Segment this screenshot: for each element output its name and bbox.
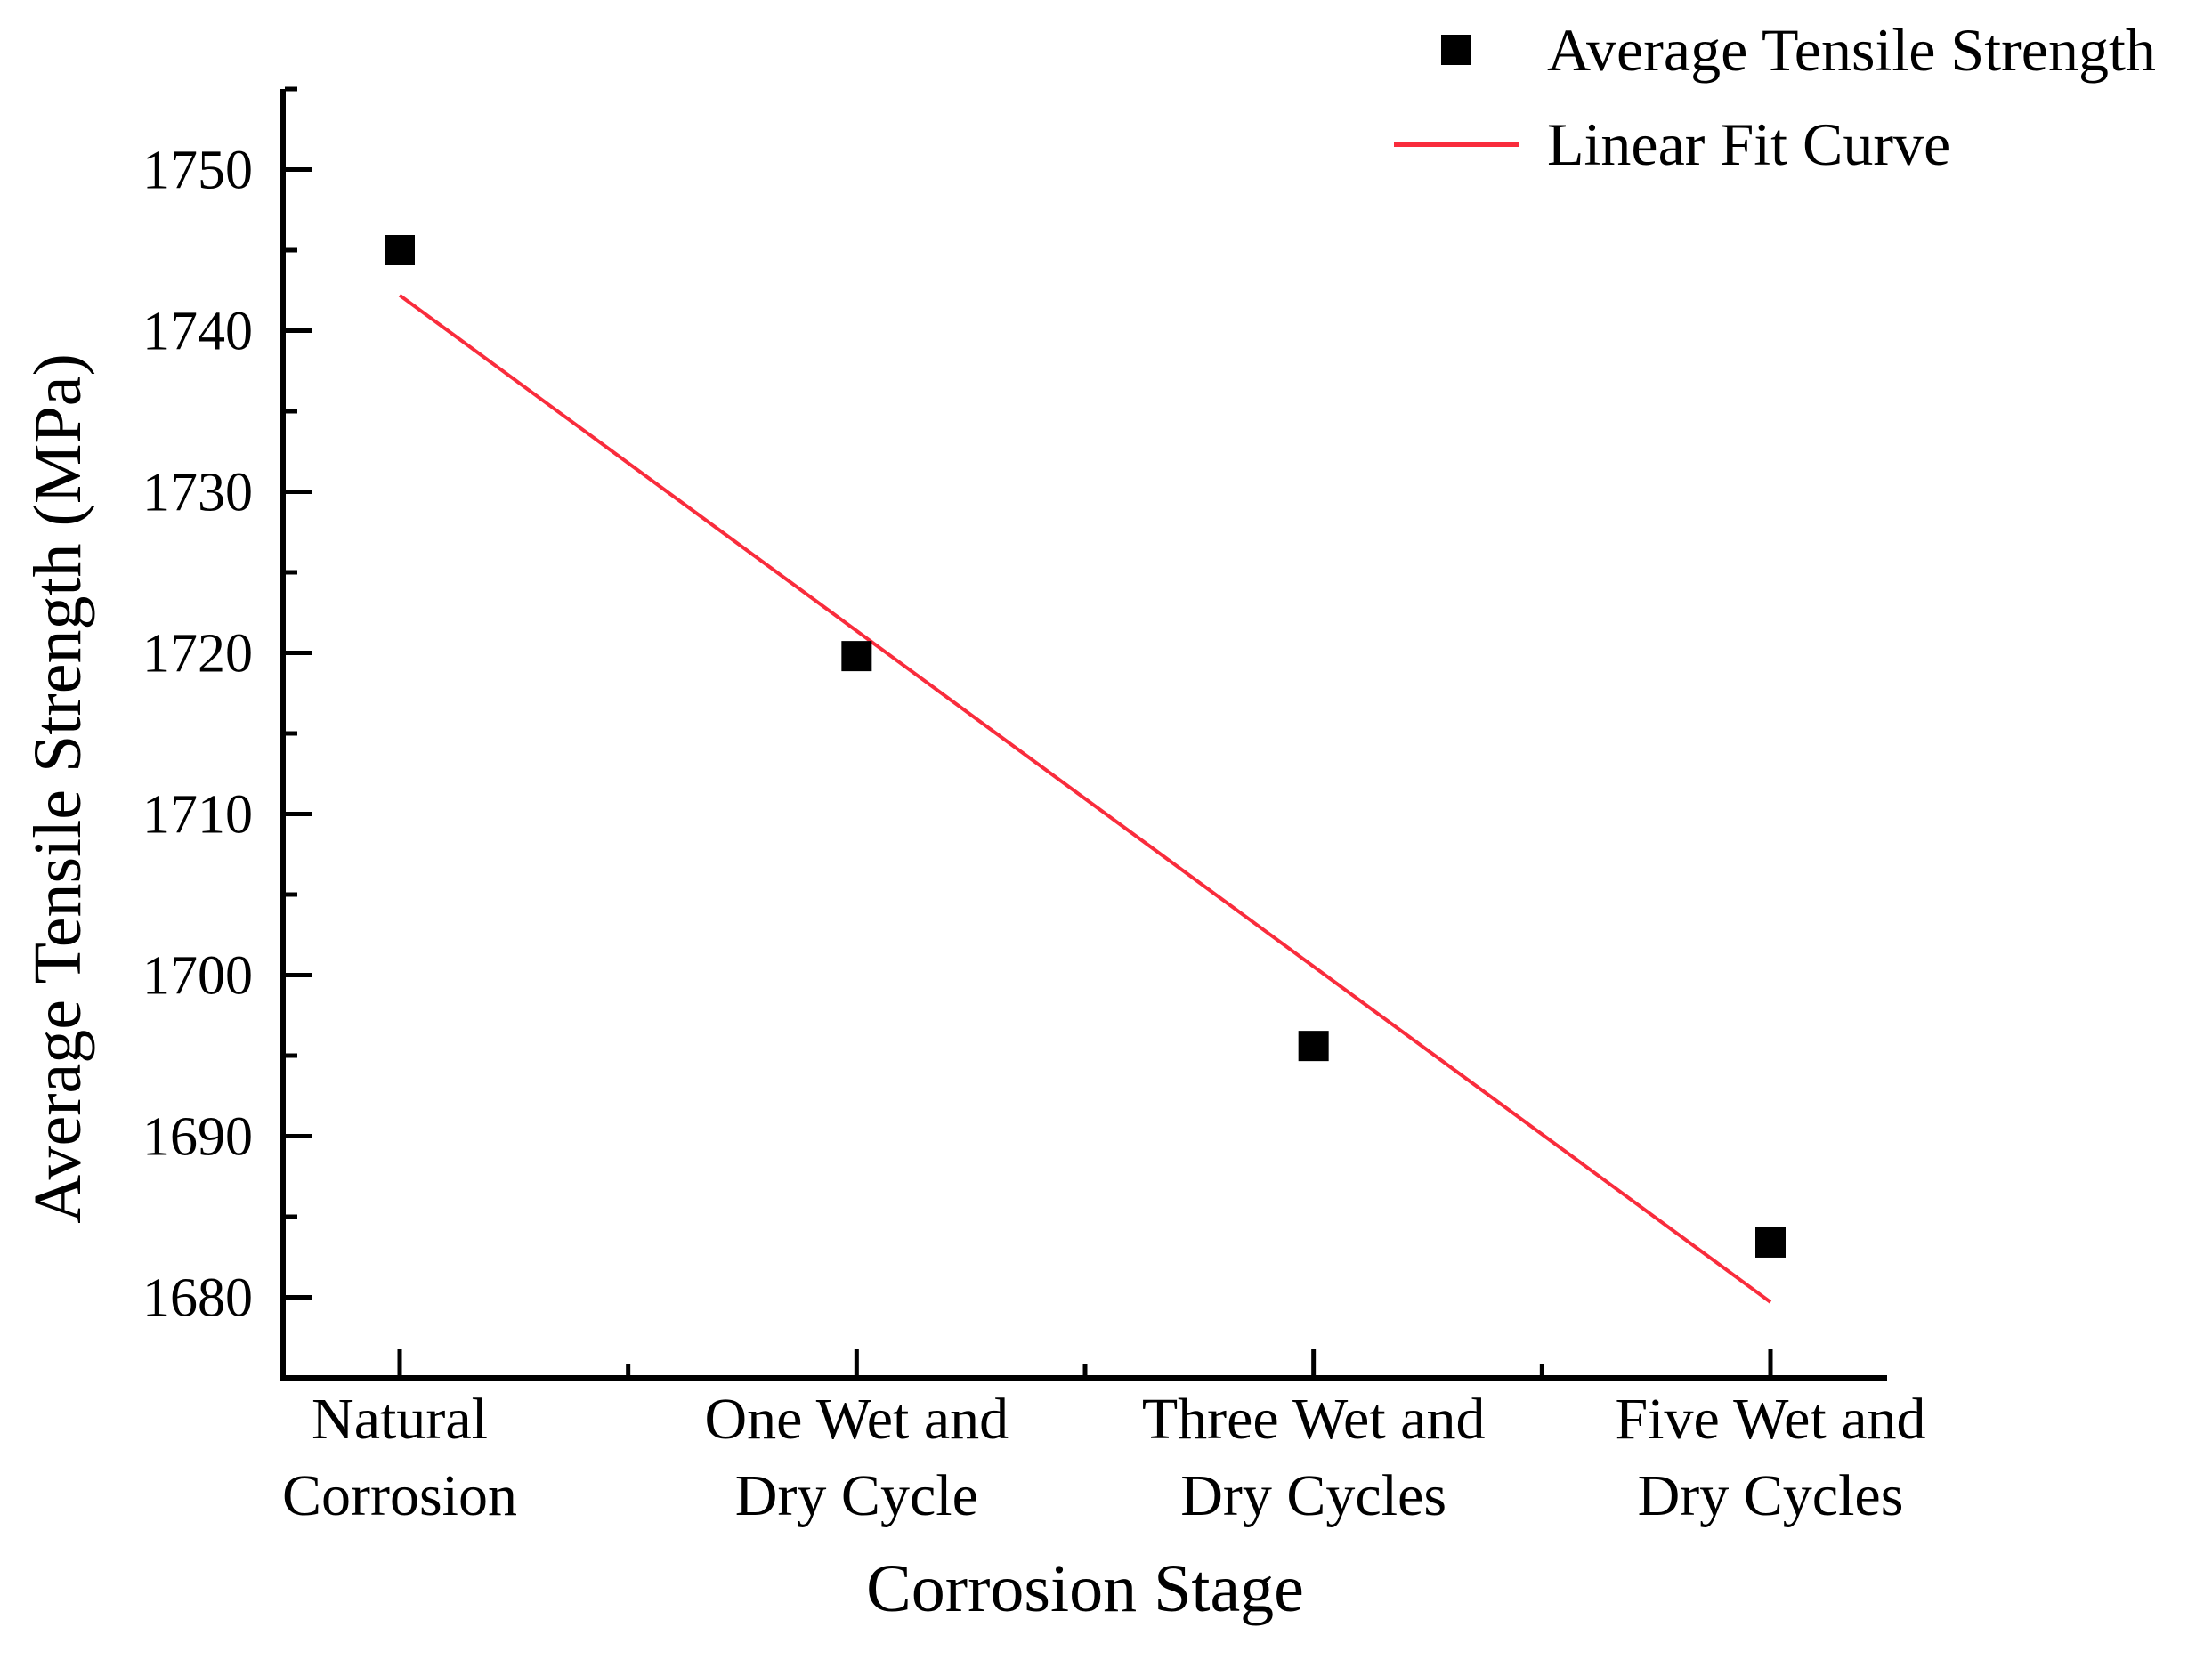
y-tick-label: 1740 (142, 302, 253, 362)
y-tick-label: 1690 (142, 1107, 253, 1168)
x-tick-label: Natural Corrosion (282, 1387, 517, 1528)
x-tick-label-line: Three Wet and (1142, 1387, 1486, 1452)
legend-marker-col (1394, 142, 1519, 147)
legend-item-average-tensile-strength: Average Tensile Strength (1394, 14, 2156, 85)
x-tick-label-line: Dry Cycles (1638, 1463, 1904, 1528)
x-tick-label: Three Wet and Dry Cycles (1142, 1387, 1486, 1528)
y-tick-label: 1750 (142, 141, 253, 201)
x-tick-label: One Wet and Dry Cycle (704, 1387, 1009, 1528)
data-point-marker (841, 641, 872, 672)
y-tick-label: 1710 (142, 785, 253, 846)
x-tick-label-line: Natural (312, 1387, 488, 1452)
y-tick-label: 1720 (142, 624, 253, 684)
data-point-marker (385, 235, 415, 265)
legend-item-linear-fit-curve: Linear Fit Curve (1394, 109, 2156, 180)
y-tick-label: 1730 (142, 463, 253, 523)
y-axis-title: Average Tensile Strength (MPa) (20, 353, 95, 1224)
y-tick-label: 1700 (142, 946, 253, 1007)
x-tick-label-line: Five Wet and (1615, 1387, 1925, 1452)
x-tick-label-line: One Wet and (704, 1387, 1009, 1452)
x-tick-label-line: Dry Cycles (1180, 1463, 1446, 1528)
data-point-marker (1298, 1031, 1329, 1062)
x-tick-label-line: Dry Cycle (735, 1463, 978, 1528)
legend-label-average-tensile-strength: Average Tensile Strength (1547, 15, 2156, 84)
linear-fit-line (398, 294, 1772, 1304)
x-axis-title: Corrosion Stage (866, 1551, 1304, 1626)
legend-marker-col (1394, 35, 1519, 65)
data-point-marker (1755, 1227, 1786, 1258)
legend-label-linear-fit-curve: Linear Fit Curve (1547, 109, 1951, 178)
black-square-marker-icon (1441, 35, 1471, 65)
y-tick-label: 1680 (142, 1268, 253, 1329)
x-tick-label: Five Wet and Dry Cycles (1615, 1387, 1925, 1528)
legend: Average Tensile Strength Linear Fit Curv… (1394, 14, 2156, 180)
red-line-marker-icon (1394, 142, 1519, 147)
x-tick-label-line: Corrosion (282, 1463, 517, 1528)
